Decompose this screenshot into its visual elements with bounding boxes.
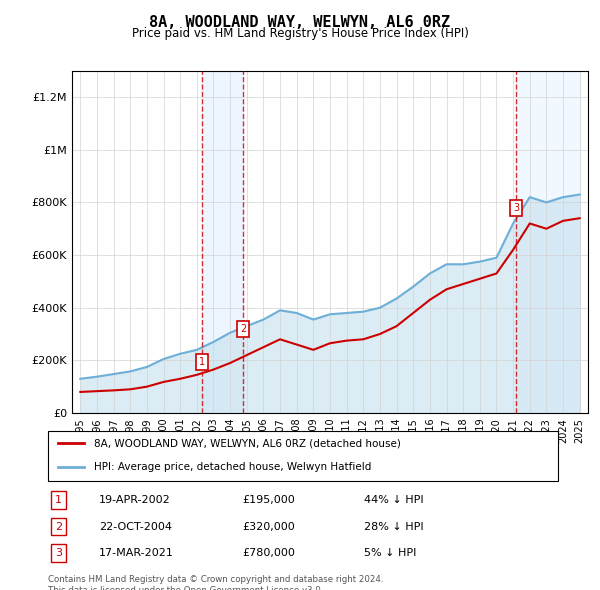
Bar: [517, 71, 580, 413]
Text: 1: 1: [55, 495, 62, 505]
Text: £195,000: £195,000: [242, 495, 295, 505]
Text: 3: 3: [55, 548, 62, 558]
Text: 22-OCT-2004: 22-OCT-2004: [99, 522, 172, 532]
Text: 17-MAR-2021: 17-MAR-2021: [99, 548, 174, 558]
Text: Price paid vs. HM Land Registry's House Price Index (HPI): Price paid vs. HM Land Registry's House …: [131, 27, 469, 40]
Text: 5% ↓ HPI: 5% ↓ HPI: [364, 548, 416, 558]
Text: 8A, WOODLAND WAY, WELWYN, AL6 0RZ: 8A, WOODLAND WAY, WELWYN, AL6 0RZ: [149, 15, 451, 30]
Text: 1: 1: [199, 357, 205, 366]
Text: 2: 2: [55, 522, 62, 532]
Bar: [202, 71, 244, 413]
Text: Contains HM Land Registry data © Crown copyright and database right 2024.
This d: Contains HM Land Registry data © Crown c…: [48, 575, 383, 590]
Text: 19-APR-2002: 19-APR-2002: [99, 495, 171, 505]
Text: 8A, WOODLAND WAY, WELWYN, AL6 0RZ (detached house): 8A, WOODLAND WAY, WELWYN, AL6 0RZ (detac…: [94, 438, 401, 448]
Text: 2: 2: [241, 324, 247, 334]
FancyBboxPatch shape: [48, 431, 558, 481]
Text: 44% ↓ HPI: 44% ↓ HPI: [364, 495, 424, 505]
Text: 28% ↓ HPI: 28% ↓ HPI: [364, 522, 424, 532]
Text: 3: 3: [514, 203, 520, 212]
Text: £780,000: £780,000: [242, 548, 295, 558]
Text: HPI: Average price, detached house, Welwyn Hatfield: HPI: Average price, detached house, Welw…: [94, 462, 371, 472]
Text: £320,000: £320,000: [242, 522, 295, 532]
